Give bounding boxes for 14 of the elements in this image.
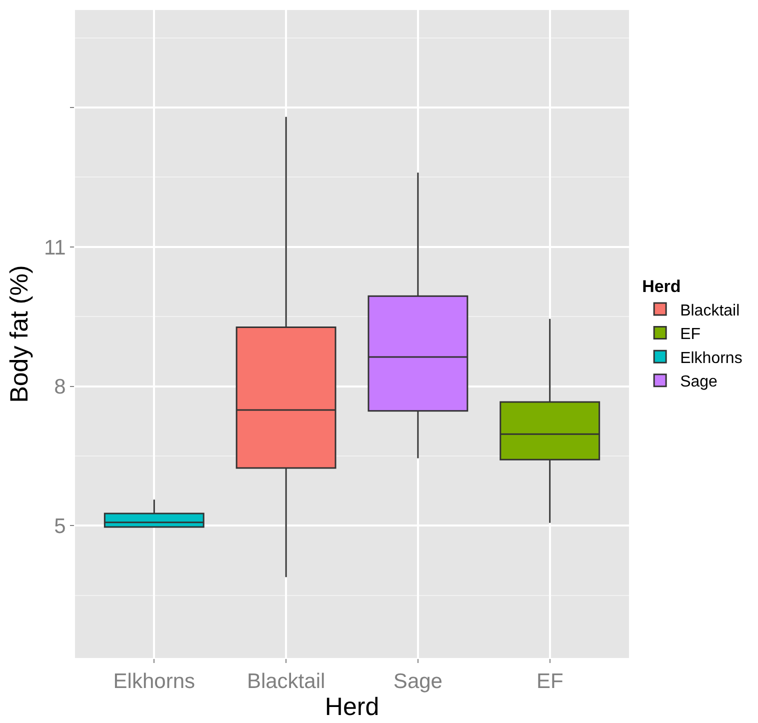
- legend-label: EF: [680, 326, 701, 344]
- y-tick-label: 11: [44, 236, 66, 260]
- x-tick-label: Blacktail: [246, 670, 326, 694]
- x-axis-title: Herd: [324, 693, 380, 722]
- y-tick-label: 5: [54, 514, 66, 538]
- legend-label: Blacktail: [680, 302, 740, 320]
- legend-title: Herd: [642, 277, 681, 296]
- y-tick-label: 8: [54, 376, 66, 399]
- x-tick-label: EF: [536, 670, 564, 694]
- x-tick-label: Elkhorns: [113, 670, 195, 694]
- x-tick-label: Sage: [393, 670, 442, 694]
- legend-label: Elkhorns: [680, 350, 742, 367]
- y-axis-title: Body fat (%): [6, 265, 34, 403]
- legend-label: Sage: [680, 374, 718, 391]
